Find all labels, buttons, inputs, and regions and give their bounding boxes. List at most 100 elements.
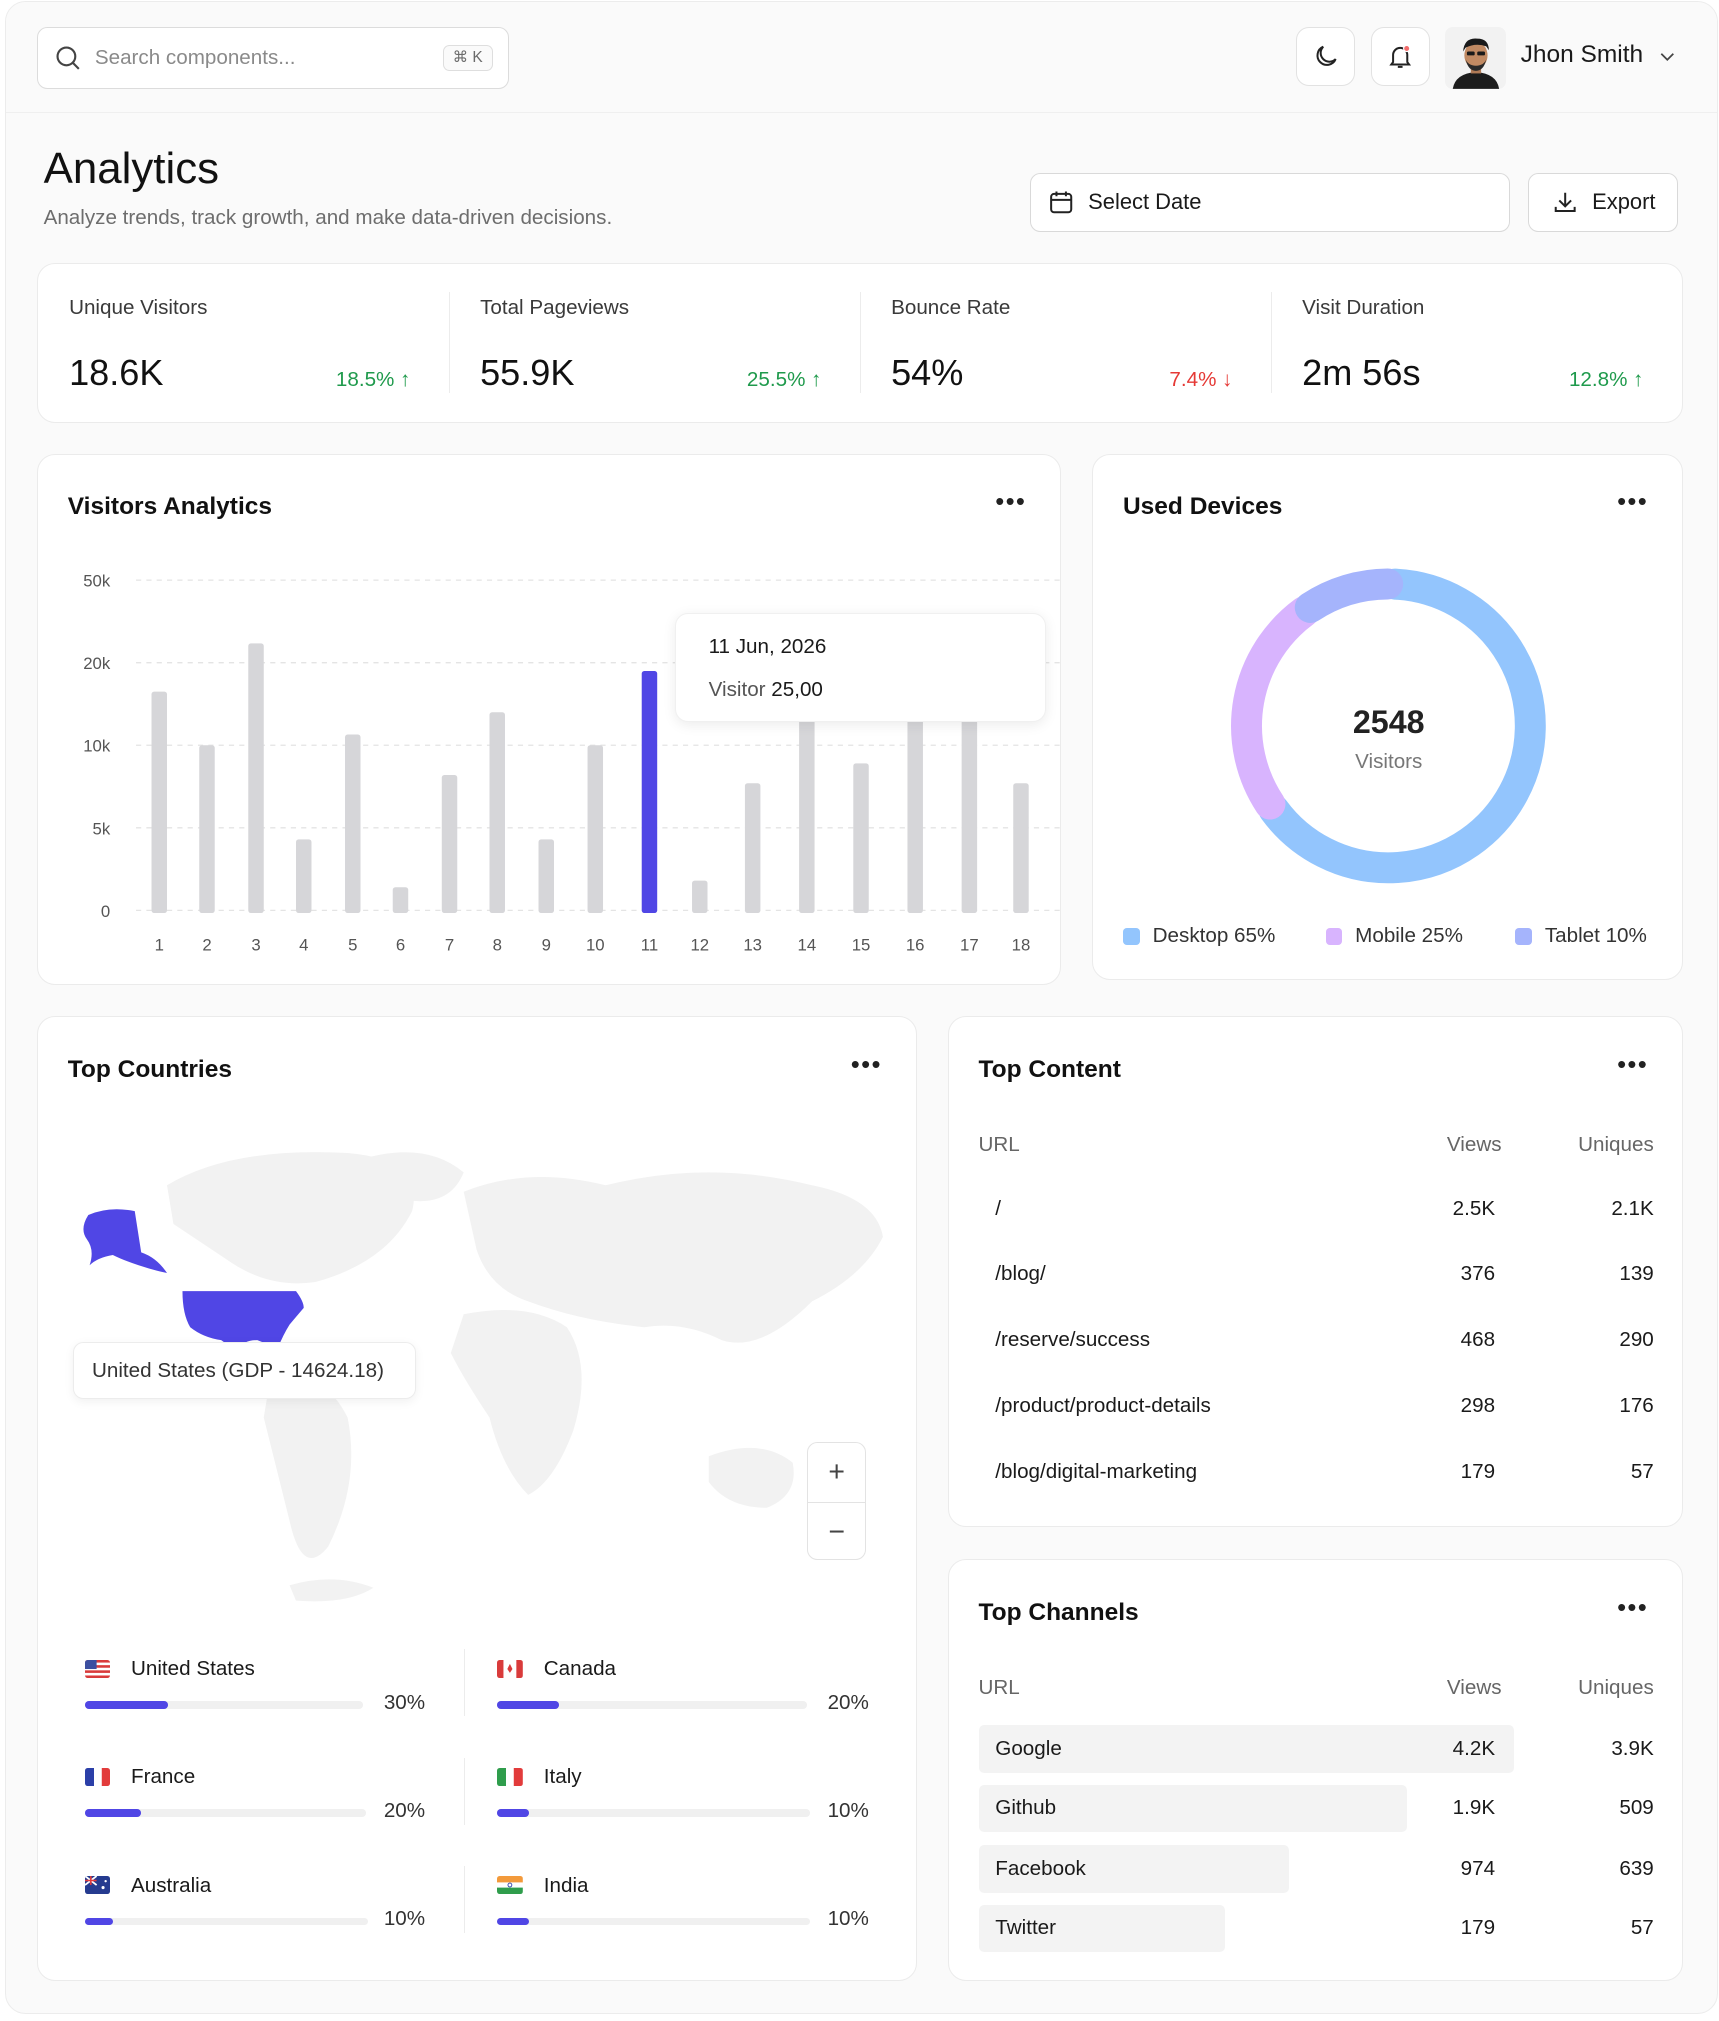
card-title: Top Countries	[67, 1055, 232, 1083]
card-title: Top Channels	[978, 1598, 1139, 1626]
content-url-link[interactable]: /blog/	[995, 1262, 1046, 1286]
divider	[463, 1757, 465, 1825]
stat-label: Total Pageviews	[480, 296, 630, 320]
download-icon	[1554, 192, 1576, 213]
country-row: Italy 10%	[497, 1765, 869, 1855]
stat-bounce-rate: Bounce Rate 54% 7.4% ↓	[860, 264, 1271, 422]
donut-segment-desktop[interactable]	[1258, 568, 1547, 883]
chart-bar[interactable]	[441, 774, 458, 913]
channel-bar	[978, 1904, 1225, 1953]
chart-bar[interactable]	[587, 745, 604, 913]
page-title: Analytics	[43, 144, 220, 194]
x-tick-label: 5	[348, 935, 357, 954]
channel-name[interactable]: Github	[995, 1796, 1057, 1820]
user-name[interactable]: Jhon Smith	[1520, 40, 1644, 68]
y-tick-label: 0	[101, 902, 110, 921]
chart-bar[interactable]	[538, 839, 555, 913]
more-options-icon[interactable]: •••	[850, 1050, 882, 1079]
chart-bar[interactable]	[392, 887, 409, 913]
shortcut-hint: ⌘ K	[442, 44, 493, 71]
country-bar-fill	[84, 1700, 169, 1709]
chart-bar[interactable]	[1013, 783, 1029, 913]
map-alaska-region	[83, 1208, 168, 1273]
select-date-button[interactable]: Select Date	[1030, 172, 1511, 232]
content-url-link[interactable]: /blog/digital-marketing	[995, 1459, 1198, 1483]
chart-bar[interactable]	[151, 691, 168, 913]
more-options-icon[interactable]: •••	[995, 488, 1027, 517]
channel-uniques: 3.9K	[1611, 1737, 1654, 1761]
search-input[interactable]: Search components... ⌘ K	[37, 26, 510, 89]
chart-bar[interactable]	[345, 734, 361, 913]
x-tick-label: 3	[251, 935, 260, 954]
x-tick-label: 16	[906, 935, 925, 954]
more-options-icon[interactable]: •••	[1617, 1593, 1649, 1622]
chart-bar[interactable]	[199, 745, 215, 913]
channel-uniques: 509	[1619, 1796, 1654, 1820]
chart-bar[interactable]	[248, 643, 264, 913]
chart-tooltip: 11 Jun, 2026 Visitor 25,00	[675, 613, 1046, 722]
chevron-down-icon[interactable]	[1657, 46, 1678, 67]
channel-name[interactable]: Google	[995, 1737, 1062, 1761]
content-url-link[interactable]: /	[995, 1196, 1002, 1220]
x-tick-label: 2	[202, 935, 211, 954]
x-tick-label: 4	[299, 935, 308, 954]
card-title: Used Devices	[1122, 493, 1283, 521]
zoom-out-button[interactable]: −	[807, 1501, 866, 1561]
content-url-link[interactable]: /reserve/success	[995, 1328, 1151, 1352]
country-name: Italy	[543, 1765, 582, 1789]
chart-bar[interactable]	[853, 763, 869, 913]
country-percent: 20%	[383, 1798, 426, 1822]
content-url-link[interactable]: /product/product-details	[995, 1393, 1211, 1417]
world-map[interactable]	[38, 1095, 918, 1688]
country-bar-fill	[497, 1700, 560, 1709]
content-uniques: 57	[1630, 1459, 1654, 1483]
notifications-button[interactable]	[1370, 26, 1431, 87]
chart-bar[interactable]	[489, 712, 506, 913]
chart-bar[interactable]	[961, 699, 978, 913]
y-tick-label: 5k	[93, 819, 111, 838]
chart-bar[interactable]	[692, 880, 708, 913]
chart-bar[interactable]	[641, 670, 658, 913]
channel-views: 179	[1460, 1916, 1496, 1940]
content-uniques: 2.1K	[1611, 1196, 1654, 1220]
x-tick-label: 14	[798, 935, 817, 954]
avatar[interactable]	[1444, 26, 1507, 89]
donut-segment-tablet[interactable]	[1295, 568, 1404, 623]
x-tick-label: 11	[641, 935, 658, 954]
zoom-in-button[interactable]: +	[828, 1455, 845, 1488]
us-flag-icon	[84, 1659, 111, 1678]
tooltip-date: 11 Jun, 2026	[708, 635, 827, 659]
content-views: 376	[1460, 1262, 1496, 1286]
calendar-icon	[1050, 191, 1073, 214]
theme-toggle-button[interactable]	[1296, 26, 1356, 87]
arrow-up-icon: ↑	[1633, 368, 1644, 392]
chart-bar[interactable]	[745, 783, 761, 913]
channel-views: 4.2K	[1452, 1737, 1496, 1761]
chart-bar[interactable]	[799, 699, 815, 913]
column-header-url: URL	[978, 1133, 1020, 1157]
stat-total-pageviews: Total Pageviews 55.9K 25.5% ↑	[449, 264, 860, 422]
channel-name[interactable]: Facebook	[995, 1856, 1086, 1880]
donut-total-label: Visitors	[1355, 750, 1423, 774]
country-row: United States 30%	[84, 1657, 425, 1747]
chart-bar[interactable]	[296, 839, 312, 913]
channel-uniques: 57	[1630, 1916, 1654, 1940]
country-bar	[84, 1917, 369, 1926]
country-row: Australia 10%	[84, 1874, 425, 1964]
more-options-icon[interactable]: •••	[1617, 488, 1649, 517]
channel-bar	[978, 1725, 1514, 1774]
card-title: Visitors Analytics	[67, 493, 273, 521]
country-row: Canada 20%	[497, 1657, 869, 1747]
stats-card: Unique Visitors 18.6K 18.5% ↑ Total Page…	[37, 262, 1684, 423]
top-channels-card: Top Channels ••• URL Views Uniques Googl…	[947, 1559, 1684, 1982]
export-button[interactable]: Export	[1528, 172, 1678, 232]
more-options-icon[interactable]: •••	[1617, 1050, 1649, 1079]
channel-views: 1.9K	[1452, 1796, 1496, 1820]
x-tick-label: 6	[396, 935, 405, 954]
tooltip-value: Visitor 25,00	[708, 677, 823, 701]
map-africa-region	[450, 1309, 582, 1495]
stat-label: Bounce Rate	[891, 296, 1011, 320]
channel-name[interactable]: Twitter	[995, 1916, 1057, 1940]
donut-segment-mobile[interactable]	[1231, 595, 1321, 820]
legend-tablet: Tablet 10%	[1515, 924, 1647, 948]
